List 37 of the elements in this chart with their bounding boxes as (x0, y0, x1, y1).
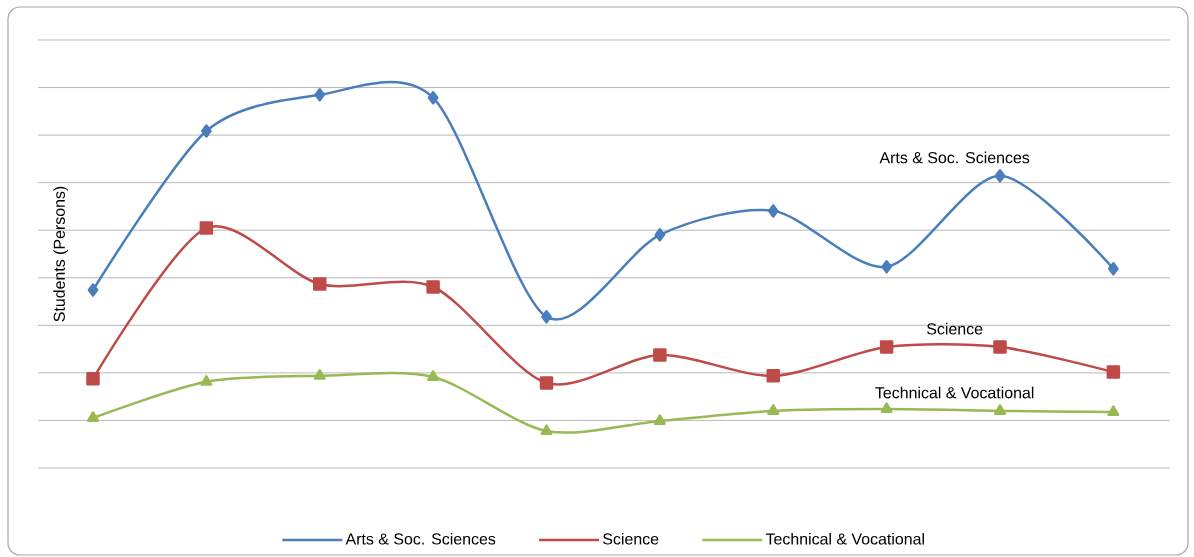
legend-label: Arts & Soc. Sciences (345, 532, 496, 545)
y-axis-title: Students (Persons) (53, 186, 69, 322)
point (200, 375, 213, 386)
point (993, 404, 1007, 415)
point (1108, 261, 1119, 276)
point (427, 91, 439, 105)
point (86, 372, 100, 386)
point (541, 310, 552, 324)
point (313, 369, 326, 380)
point (1106, 365, 1121, 379)
point (881, 260, 892, 274)
point (201, 124, 212, 138)
point (767, 204, 779, 218)
point (540, 424, 553, 436)
text: Science (927, 322, 983, 335)
point (654, 228, 666, 242)
point (426, 280, 440, 294)
point (879, 340, 894, 354)
point (653, 348, 667, 362)
point (880, 402, 893, 414)
point (1107, 405, 1120, 417)
point (994, 169, 1006, 183)
point (539, 376, 554, 390)
point (766, 369, 780, 383)
point (86, 411, 100, 422)
text: Arts & Soc. Sciences (879, 151, 1030, 164)
point (314, 88, 326, 102)
point (993, 340, 1007, 354)
point (767, 404, 780, 415)
legend-label: Science (603, 532, 659, 545)
text: Technical & Vocational (875, 386, 1034, 399)
point (87, 283, 99, 297)
point (199, 221, 214, 235)
legend-label: Technical & Vocational (765, 532, 924, 545)
point (653, 414, 666, 425)
point (427, 370, 440, 381)
point (313, 277, 327, 291)
